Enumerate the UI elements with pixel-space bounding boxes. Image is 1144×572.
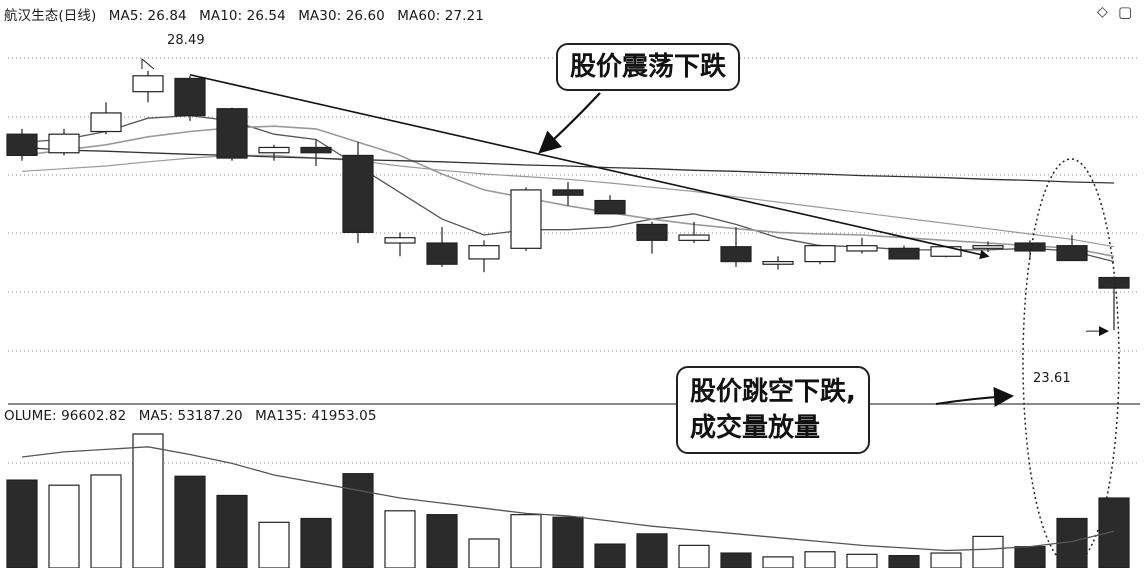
gap-down-callout: 股价跳空下跌, 成交量放量 bbox=[676, 366, 870, 454]
volume-bar bbox=[846, 553, 878, 569]
candle-body bbox=[594, 199, 626, 215]
candle-body bbox=[510, 189, 542, 249]
candle-body bbox=[300, 146, 332, 154]
price-header: 航汉生态(日线) MA5: 26.84 MA10: 26.54 MA30: 26… bbox=[4, 4, 484, 24]
ma-line-ma60 bbox=[21, 146, 1115, 184]
candle-body bbox=[6, 133, 38, 157]
high-price-leader bbox=[141, 57, 155, 70]
candle-body bbox=[1056, 245, 1088, 262]
volume-bar bbox=[174, 475, 206, 569]
ma60-label: MA60: 27.21 bbox=[397, 8, 484, 24]
candle-body bbox=[342, 154, 374, 233]
candle-body bbox=[636, 223, 668, 241]
volume-bar bbox=[888, 554, 920, 569]
volume-bar bbox=[678, 544, 710, 569]
volume-bar bbox=[972, 535, 1004, 569]
volume-bar bbox=[510, 514, 542, 569]
candle-body bbox=[258, 146, 290, 154]
candle-body bbox=[384, 237, 416, 244]
volume-bar bbox=[384, 510, 416, 569]
ma10-label: MA10: 26.54 bbox=[199, 8, 286, 24]
downtrend-arrow bbox=[189, 73, 990, 260]
high-price-label: 28.49 bbox=[167, 33, 205, 48]
ma30-label: MA30: 26.60 bbox=[298, 8, 385, 24]
diamond-icon[interactable]: ◇ bbox=[1097, 4, 1108, 20]
candle-body bbox=[426, 242, 458, 265]
candle-body bbox=[888, 247, 920, 260]
volume-header: OLUME: 96602.82 MA5: 53187.20 MA135: 419… bbox=[4, 408, 377, 424]
candle-body bbox=[174, 77, 206, 117]
candle-body bbox=[216, 108, 248, 159]
volume-ma5-line bbox=[21, 446, 1115, 552]
ma5-label: MA5: 26.84 bbox=[108, 8, 187, 24]
stock-name-label: 航汉生态(日线) bbox=[4, 8, 97, 24]
candle-body bbox=[678, 234, 710, 241]
volume-bar bbox=[468, 538, 500, 569]
candle-body bbox=[552, 189, 584, 196]
volume-bar bbox=[426, 514, 458, 569]
volume-bar bbox=[762, 556, 794, 569]
candle-body bbox=[930, 246, 962, 257]
volume-ma5-label: MA5: 53187.20 bbox=[138, 408, 243, 424]
volume-bar bbox=[552, 516, 584, 569]
volume-bar bbox=[48, 484, 80, 569]
volume-bar bbox=[342, 473, 374, 569]
volume-bar bbox=[90, 474, 122, 569]
candle-body bbox=[762, 260, 794, 265]
candle-body bbox=[1098, 276, 1130, 289]
gap-down-callout-line1: 股价跳空下跌, bbox=[690, 377, 856, 407]
volume-bar bbox=[804, 551, 836, 569]
candle-body bbox=[720, 246, 752, 263]
volume-bar bbox=[300, 517, 332, 569]
volume-ma135-label: MA135: 41953.05 bbox=[255, 408, 377, 424]
volume-bar bbox=[1098, 497, 1130, 569]
oscillation-callout-pointer bbox=[538, 92, 601, 154]
candle-body bbox=[846, 245, 878, 252]
candle-body bbox=[132, 75, 164, 93]
volume-bar bbox=[258, 521, 290, 569]
oscillation-callout-text: 股价震荡下跌 bbox=[570, 52, 727, 82]
volume-bar bbox=[216, 494, 248, 569]
candle-body bbox=[972, 245, 1004, 249]
volume-bar bbox=[930, 552, 962, 569]
volume-label: OLUME: 96602.82 bbox=[4, 408, 127, 424]
candle-body bbox=[804, 245, 836, 263]
candle-body bbox=[1014, 242, 1046, 252]
candle-body bbox=[48, 133, 80, 154]
volume-bar bbox=[1014, 546, 1046, 569]
candle-body bbox=[90, 112, 122, 133]
gap-down-callout-line2: 成交量放量 bbox=[690, 413, 821, 443]
volume-bar bbox=[636, 533, 668, 569]
window-icon[interactable]: ▢ bbox=[1118, 3, 1133, 21]
ma-line-ma30 bbox=[21, 154, 1115, 248]
oscillation-callout: 股价震荡下跌 bbox=[556, 43, 741, 91]
gap-callout-pointer bbox=[935, 386, 1014, 407]
volume-bar bbox=[594, 543, 626, 569]
low-price-label: 23.61 bbox=[1033, 371, 1071, 386]
candle-body bbox=[468, 245, 500, 260]
volume-bar bbox=[6, 479, 38, 569]
volume-bar bbox=[132, 433, 164, 569]
volume-bar bbox=[720, 552, 752, 569]
